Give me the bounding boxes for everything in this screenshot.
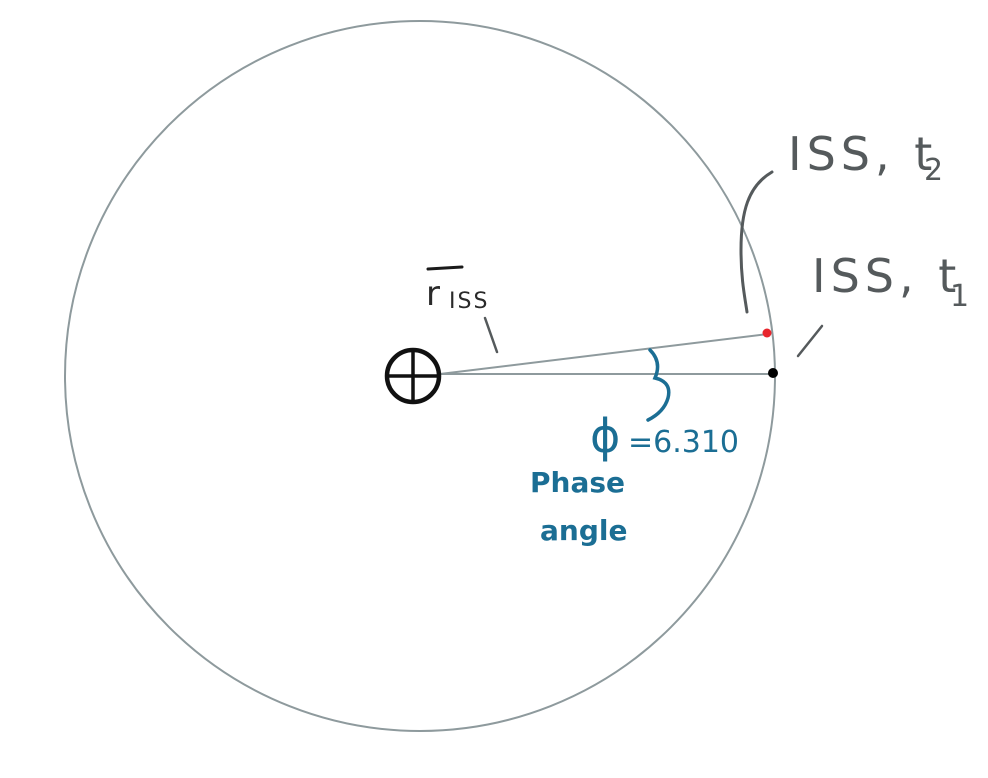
phase-angle-annotation: ϕ =6.310 Phase angle [530, 409, 739, 547]
iss-t1-label: ISS, t 1 [812, 249, 969, 314]
phase-label-line1: Phase [530, 466, 625, 499]
r-iss-leader [483, 316, 499, 354]
radius-line-t2 [439, 333, 769, 375]
r-iss-label: r ISS [426, 265, 489, 314]
phase-angle-arc [646, 348, 671, 422]
iss-t1-text: ISS, t [812, 249, 961, 303]
iss-t1-subscript: 1 [950, 279, 969, 314]
r-iss-subscript: ISS [449, 289, 489, 314]
phase-label-line2: angle [540, 514, 627, 547]
r-iss-symbol: r [426, 274, 440, 314]
iss-t2-label: ISS, t 2 [788, 127, 943, 188]
iss-t2-subscript: 2 [924, 153, 943, 188]
iss-t2-text: ISS, t [788, 127, 937, 181]
phi-symbol: ϕ [590, 409, 620, 463]
iss-point-t1 [768, 368, 778, 378]
phi-value: =6.310 [628, 425, 739, 460]
iss-t1-leader [796, 324, 824, 358]
earth-symbol-icon [384, 347, 442, 405]
iss-t2-leader [739, 170, 774, 314]
iss-point-t2 [762, 328, 772, 338]
